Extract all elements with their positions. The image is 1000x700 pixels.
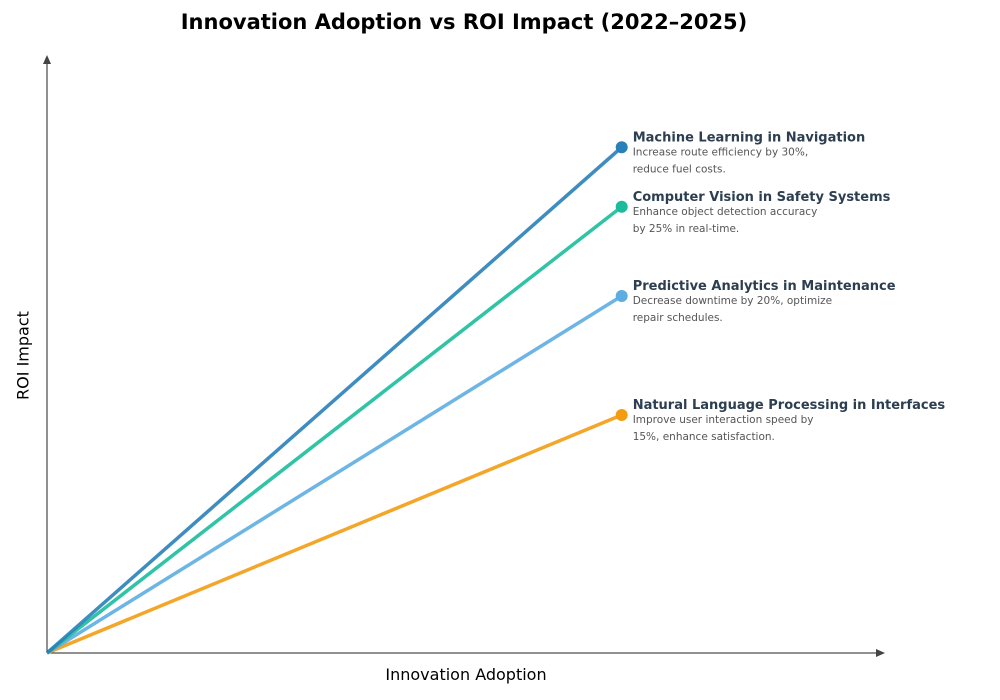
series-description: Decrease downtime by 20%, optimize [633,295,832,307]
x-axis-arrow [876,649,885,657]
series-line [45,145,623,655]
x-axis-label: Innovation Adoption [385,665,547,684]
series-endpoint [615,141,628,154]
series-label: Predictive Analytics in Maintenance [633,279,896,294]
series-endpoint [615,409,628,421]
series-line [46,413,623,655]
chart-title: Innovation Adoption vs ROI Impact (2022–… [180,10,748,34]
series-label: Machine Learning in Navigation [633,130,866,145]
series-description: by 25% in real-time. [633,223,740,235]
series-description: Increase route efficiency by 30%, [633,146,809,158]
series-description: 15%, enhance satisfaction. [633,431,775,443]
series-description: reduce fuel costs. [633,163,726,175]
series-line [45,205,623,655]
series-description: repair schedules. [633,312,723,324]
series-description: Enhance object detection accuracy [633,206,818,218]
series-description: Improve user interaction speed by [633,414,814,426]
series-endpoint [615,290,628,302]
y-axis-arrow [43,55,51,64]
series-endpoint [615,200,628,213]
series-line [46,294,623,655]
series-label: Computer Vision in Safety Systems [633,190,891,205]
series-label: Natural Language Processing in Interface… [633,398,946,413]
y-axis-label: ROI Impact [13,311,33,400]
